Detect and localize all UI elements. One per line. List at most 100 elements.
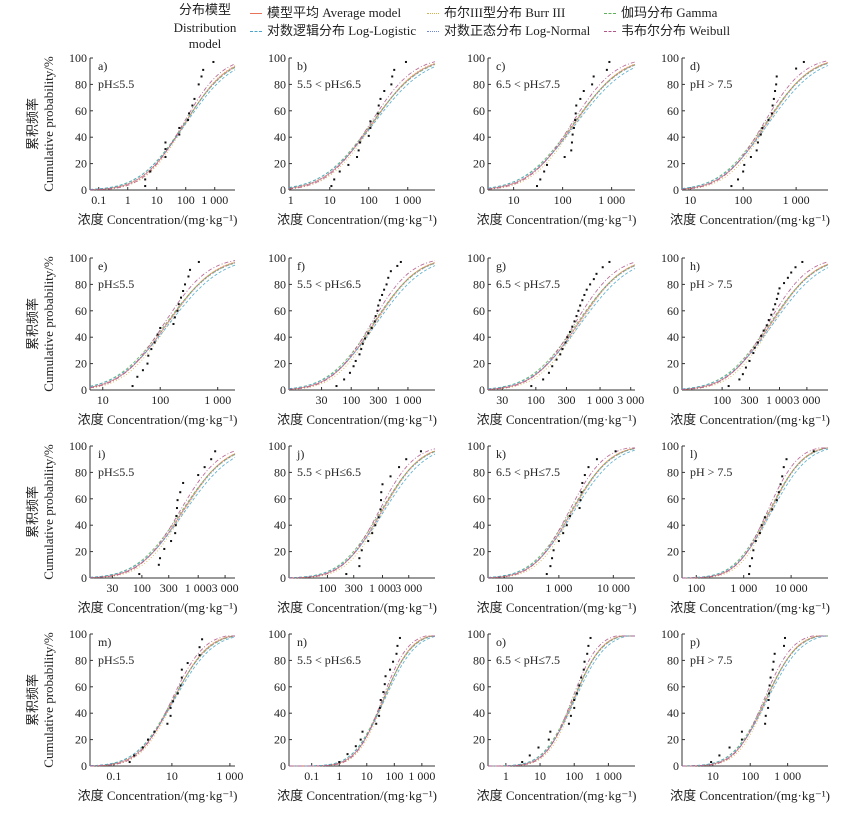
data-point (398, 466, 401, 469)
x-tick-label: 100 (687, 581, 705, 595)
data-point (182, 481, 185, 484)
panel-label: k) (496, 447, 506, 461)
data-point (552, 549, 555, 552)
y-tick-label: 80 (274, 277, 286, 291)
data-point (547, 371, 550, 374)
x-tick-label: 0.1 (106, 769, 121, 783)
legend-item-burr: 布尔III型分布 Burr III (427, 5, 565, 21)
x-tick-label: 100 (734, 193, 752, 207)
x-tick-label: 100 (741, 769, 759, 783)
data-point (575, 104, 578, 107)
data-point (370, 326, 373, 329)
panel-condition: 6.5 < pH≤7.5 (496, 277, 560, 291)
y-tick-label: 60 (473, 304, 485, 318)
x-tick-label: 300 (557, 393, 575, 407)
data-point (153, 341, 156, 344)
panel-label: i) (98, 447, 105, 461)
data-point (174, 524, 177, 527)
data-point (175, 514, 178, 517)
data-point (335, 385, 338, 388)
data-point (361, 342, 364, 345)
y-tick-label: 20 (667, 357, 679, 371)
data-point (347, 163, 350, 166)
x-tick-label: 30 (316, 393, 328, 407)
data-point (579, 97, 582, 100)
data-point (346, 753, 349, 756)
x-tick-label: 1 (336, 769, 342, 783)
legend-item-lognormal: 对数正态分布 Log-Normal (427, 23, 590, 39)
panel-label: j) (296, 447, 304, 461)
x-tick-label: 1 000 (201, 193, 228, 207)
x-tick-label: 1 (288, 193, 294, 207)
data-point (391, 75, 394, 78)
x-tick-label: 100 (495, 581, 513, 595)
data-point (740, 730, 743, 733)
x-tick-label: 3 000 (617, 393, 644, 407)
panel-l: 0 20 40 60 80 100 100 1 000 10 000 l) pH > 7.5 浓度 C… (661, 439, 830, 615)
y-tick-label: 100 (268, 251, 286, 265)
data-point (768, 684, 771, 687)
y-tick-label: 40 (274, 330, 286, 344)
data-point (189, 268, 192, 271)
data-point (749, 156, 752, 158)
y-tick-label: 20 (274, 733, 286, 747)
data-point (760, 524, 763, 527)
curve-burr (682, 263, 829, 391)
data-point (748, 359, 751, 362)
y-tick-label: 0 (81, 183, 87, 197)
data-point (188, 112, 191, 115)
data-point (383, 683, 386, 686)
data-point (741, 373, 744, 376)
x-tick-label: 300 (160, 581, 178, 595)
legend-swatch-lognormal (427, 30, 439, 32)
data-point (570, 141, 573, 144)
data-point (539, 178, 542, 181)
y-tick-label: 40 (473, 330, 485, 344)
data-point (361, 730, 364, 733)
y-tick-label: 0 (479, 571, 485, 585)
x-tick-label: 1 000 (394, 393, 421, 407)
y-tick-label: 0 (280, 759, 286, 773)
curve-lognormal (89, 262, 236, 388)
data-point (367, 332, 370, 335)
x-tick-label: 0.1 (304, 769, 319, 783)
panel-label: c) (496, 59, 505, 73)
panel-condition: pH > 7.5 (690, 277, 732, 291)
x-tick-label: 1 000 (216, 769, 243, 783)
panel-label: b) (297, 59, 307, 73)
x-tick-label: 30 (106, 581, 118, 595)
data-point (177, 303, 180, 306)
data-point (141, 369, 144, 372)
panel-a: 0 20 40 60 80 100 0.1 1 10 100 1 000 a) pH≤5.5 浓度 Con… (25, 51, 237, 227)
panel-condition: 5.5 < pH≤6.5 (297, 277, 361, 291)
x-tick-label: 100 (318, 581, 336, 595)
y-tick-label: 60 (274, 304, 286, 318)
data-point (359, 141, 362, 144)
panel-label: p) (690, 635, 700, 649)
y-tick-label: 80 (274, 465, 286, 479)
x-tick-label: 10 (324, 193, 336, 207)
x-tick-label: 1 000 (204, 393, 231, 407)
data-point (536, 185, 538, 188)
data-point (743, 163, 746, 166)
data-point (767, 699, 770, 701)
curve-burr (487, 63, 636, 190)
legend-title-en: Distribution model (173, 20, 237, 51)
data-point (382, 691, 385, 694)
curve-gamma (90, 635, 236, 767)
data-point (419, 450, 422, 453)
data-point (570, 149, 573, 152)
curve-weibull (487, 447, 635, 579)
y-tick-label: 0 (280, 571, 286, 585)
data-point (583, 660, 586, 663)
curve-lognormal (288, 63, 436, 189)
x-axis-label: 浓度 Concentration/(mg·kg⁻¹) (78, 600, 238, 615)
panel-m: 0 20 40 60 80 100 0.1 10 1 000 m) pH≤5.5 浓度 Concent… (25, 627, 243, 803)
data-point (179, 491, 182, 494)
data-point (387, 276, 390, 279)
data-point (755, 149, 758, 152)
y-tick-label: 80 (473, 277, 485, 291)
data-point (360, 549, 363, 552)
curve-burr (288, 261, 436, 390)
data-point (549, 730, 552, 733)
